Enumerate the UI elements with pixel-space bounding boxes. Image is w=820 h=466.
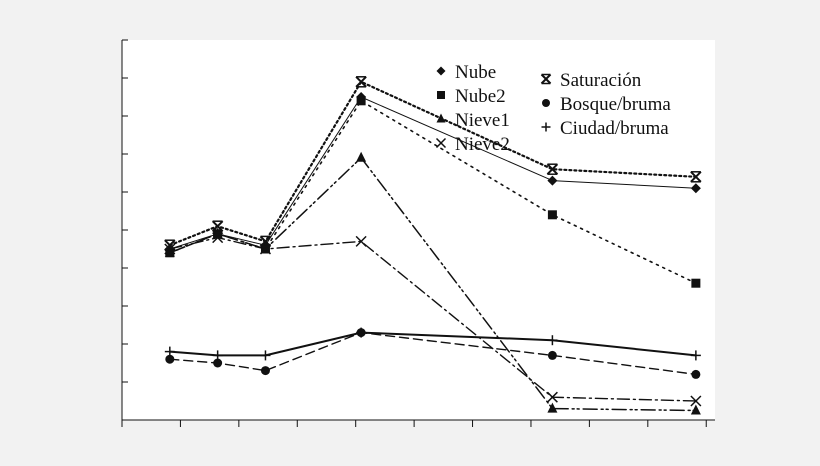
data-point-nieve1 [690,404,701,415]
data-point-ciudad-bruma [212,350,223,361]
legend: Nube Nube2 Nieve1 Nieve2 Saturación Bosque/br… [435,62,671,155]
series-line-ciudad-bruma [168,331,697,357]
data-point-ciudad-bruma [690,350,701,361]
data-point-saturaci-n-stroke [164,239,176,251]
legend-marker-nieve2 [435,137,447,149]
data-point-ciudad-bruma [547,335,558,346]
data-point-nieve2 [355,235,367,247]
data-point-saturaci-n [546,163,559,175]
legend-marker-ciudad-bruma [541,122,551,132]
data-point-saturaci-n-stroke [546,163,559,175]
series-lines [168,80,697,412]
data-point-nube2 [547,210,557,220]
data-point-nieve2-stroke [212,232,224,244]
data-point-bosque-bruma [213,358,223,368]
data-point-saturaci-n [164,239,176,251]
legend-marker-nube [436,66,446,76]
legend-marker-saturaci-n-stroke [540,73,552,85]
legend-marker-saturaci-n [540,73,552,85]
axes [121,39,715,427]
data-point-saturaci-n [690,171,702,183]
series-line-bosque-bruma [169,331,697,376]
data-point-nube [547,175,558,186]
legend-marker-nieve1 [436,113,446,123]
data-point-nieve2-stroke [164,243,176,255]
series-line-nieve2 [169,236,697,402]
data-point-bosque-bruma [547,350,557,360]
data-point-saturaci-n-stroke [211,220,224,232]
data-point-bosque-bruma [165,354,175,364]
data-point-nieve2-stroke [546,391,558,403]
legend-marker-nube2 [437,91,445,99]
data-point-bosque-bruma [691,369,701,379]
data-point-nieve2 [212,232,224,244]
data-point-nieve1 [356,151,367,162]
series-markers [164,76,702,415]
data-point-nieve1 [547,402,558,413]
legend-marker-nieve2-stroke [435,137,447,149]
data-point-saturaci-n [355,76,367,88]
series-line-saturaci-n [168,80,697,247]
data-point-nieve2 [546,391,558,403]
legend-label-nube2: Nube2 [455,86,506,107]
series-line-nieve1 [169,157,697,412]
data-point-ciudad-bruma [164,346,175,357]
data-point-saturaci-n-stroke [259,235,272,248]
legend-label-saturaci-n: Saturación [560,70,642,91]
legend-label-nube: Nube [455,62,496,83]
data-point-saturaci-n-stroke [355,76,367,88]
data-point-nieve2 [690,395,702,407]
data-point-nieve2-stroke [355,235,367,247]
data-point-nieve2-stroke [690,395,702,407]
data-point-nieve2 [164,243,176,255]
legend-label-nieve2: Nieve2 [455,134,510,155]
legend-label-nieve1: Nieve1 [455,110,510,131]
legend-marker-bosque-bruma [542,99,550,107]
data-point-bosque-bruma [260,366,270,376]
legend-label-bosque-bruma: Bosque/bruma [560,94,671,115]
data-point-ciudad-bruma [356,327,367,338]
data-point-saturaci-n [259,235,272,248]
data-point-nube2 [691,278,701,288]
data-point-saturaci-n [211,220,224,232]
data-point-nube2 [356,96,366,106]
data-point-ciudad-bruma [260,350,271,361]
legend-label-ciudad-bruma: Ciudad/bruma [560,118,669,139]
data-point-nieve1 [164,246,175,257]
data-point-nube [690,183,701,194]
data-point-saturaci-n-stroke [690,171,702,183]
